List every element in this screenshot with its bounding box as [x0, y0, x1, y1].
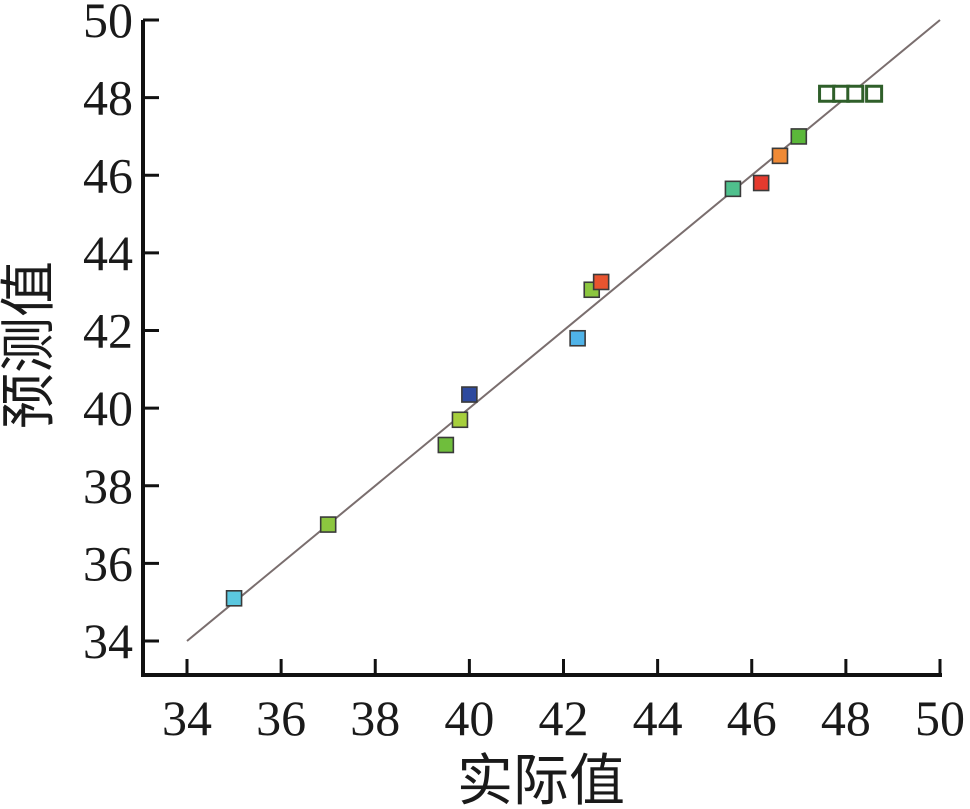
data-point [319, 516, 337, 533]
y-tick-label: 36 [83, 535, 133, 591]
y-tick-label: 42 [83, 303, 133, 359]
markers-group [225, 84, 884, 607]
data-point [790, 128, 808, 145]
y-tick-label: 44 [83, 225, 133, 281]
data-point [569, 329, 586, 347]
x-tick-label: 42 [539, 690, 589, 746]
reference-line-group [186, 19, 941, 642]
data-point [752, 174, 770, 192]
data-point [846, 84, 865, 103]
data-point [771, 147, 789, 165]
data-point [461, 386, 478, 403]
y-tick-label: 50 [83, 0, 133, 48]
x-tick-label: 38 [350, 690, 400, 746]
y-tick-label: 38 [83, 458, 133, 514]
data-point [225, 590, 243, 607]
data-point [451, 411, 469, 429]
data-point [865, 84, 884, 103]
axes [141, 18, 942, 677]
x-tick-label: 48 [821, 690, 871, 746]
x-tick-label: 34 [162, 690, 212, 746]
x-tick-label: 44 [633, 690, 683, 746]
y-axis-title: 预测值 [0, 261, 62, 429]
x-tick-label: 40 [444, 690, 494, 746]
data-point [724, 180, 742, 198]
y-tick-label: 40 [83, 380, 133, 436]
x-axis-title: 实际值 [457, 749, 625, 809]
reference-line [186, 19, 941, 642]
data-point [437, 436, 455, 454]
x-tick-label: 36 [256, 690, 306, 746]
x-tick-label: 50 [915, 690, 965, 746]
y-tick-label: 34 [83, 613, 133, 669]
x-tick-label: 46 [727, 690, 777, 746]
y-tick-label: 46 [83, 147, 133, 203]
y-tick-label: 48 [83, 70, 133, 126]
data-point [592, 273, 610, 291]
